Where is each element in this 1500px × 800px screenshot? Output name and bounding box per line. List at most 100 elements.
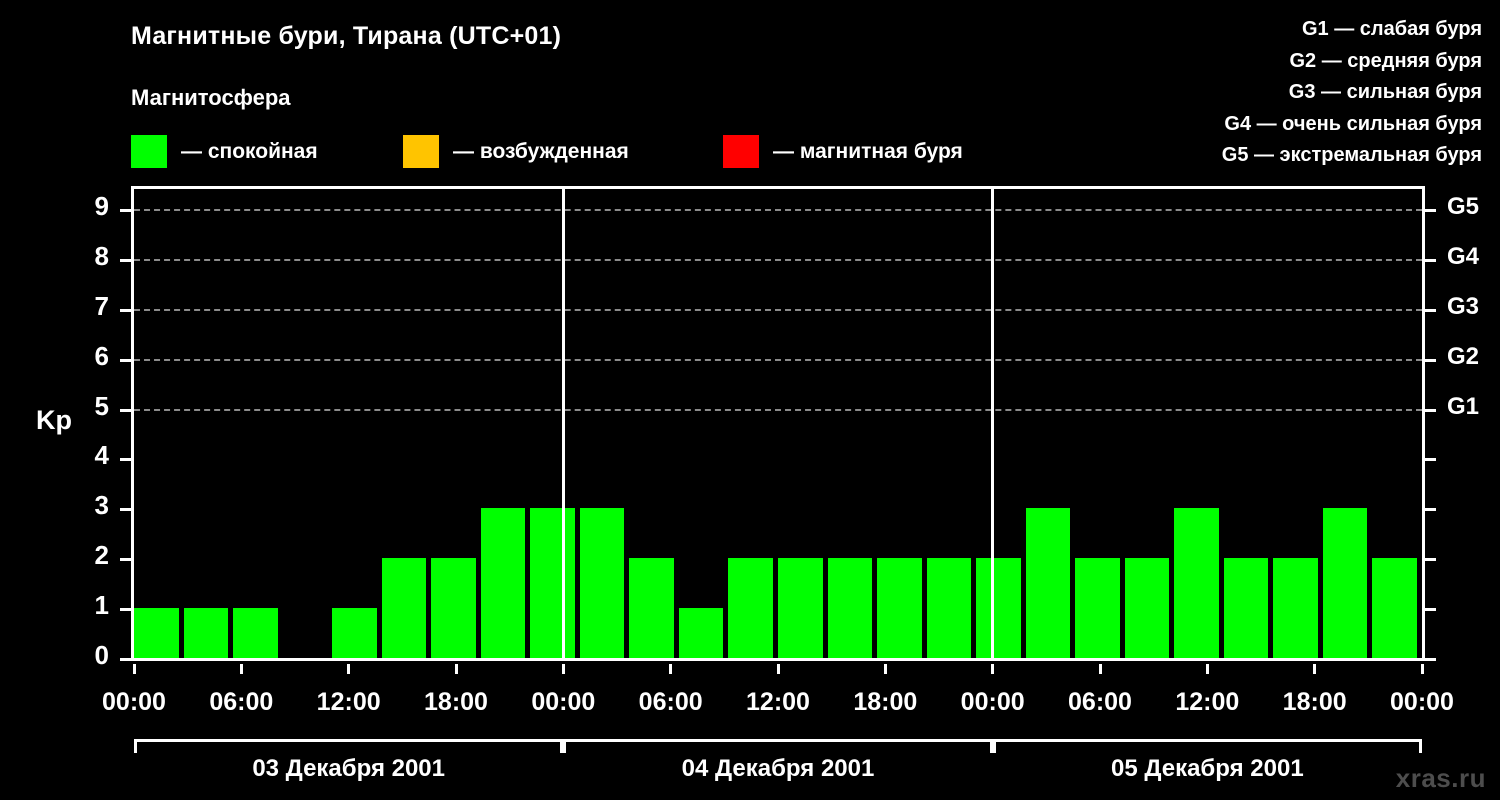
y-axis-tick-label: 5 (94, 390, 109, 421)
bar (827, 558, 873, 658)
x-axis-tick-label: 00:00 (960, 688, 1025, 716)
x-axis-tick-label: 18:00 (1282, 688, 1347, 716)
g-scale-tick-G4: G4 (1447, 242, 1480, 270)
y-tick-left-4 (120, 458, 131, 462)
y-tick-right-0 (1425, 658, 1436, 661)
y-tick-right-5 (1425, 408, 1436, 412)
y-tick-right-6 (1425, 358, 1436, 362)
legend-item-0: — спокойная (131, 133, 318, 169)
y-tick-right-2 (1425, 558, 1436, 562)
x-tick (347, 664, 351, 674)
gscale-line-3: G3 — сильная буря (1288, 81, 1482, 103)
bar (1124, 558, 1170, 658)
bar (877, 558, 922, 658)
x-axis-tick-label: 06:00 (209, 688, 274, 716)
x-tick (1205, 664, 1209, 674)
gridline-kp-9 (134, 208, 1422, 211)
gridline-kp-8 (134, 258, 1422, 261)
y-tick-right-3 (1425, 508, 1436, 512)
x-axis-tick-label: 00:00 (102, 688, 166, 716)
legend-label: — спокойная (181, 139, 318, 163)
gscale-legend: G1 — слабая буря G2 — средняя буря G3 — си… (1222, 14, 1482, 172)
bar (530, 508, 575, 658)
legend-swatch-icon (723, 134, 759, 168)
y-axis-tick-label: 1 (94, 590, 109, 621)
plot-area (131, 186, 1425, 661)
x-axis-tick-label: 18:00 (424, 688, 488, 716)
y-axis-tick-label: 4 (94, 440, 109, 471)
day-bracket-3 (992, 739, 1422, 753)
y-axis-tick-label: 6 (94, 340, 109, 371)
g-scale-tick-G1: G1 (1447, 392, 1480, 420)
day-divider-2 (991, 189, 995, 658)
bar (1174, 508, 1219, 658)
bar (579, 508, 625, 658)
y-tick-left-7 (120, 308, 131, 312)
bar (431, 558, 476, 658)
gridline-kp-5 (134, 408, 1422, 411)
x-tick (132, 664, 136, 674)
bar (1273, 558, 1318, 658)
bar (1025, 508, 1071, 658)
watermark: xras.ru (1395, 763, 1486, 793)
y-axis-tick-label: 2 (94, 540, 109, 571)
bar (1075, 558, 1120, 658)
bar (678, 608, 724, 658)
bar (233, 608, 278, 658)
x-axis-tick-label: 06:00 (638, 688, 703, 716)
x-tick (776, 664, 780, 674)
x-tick (454, 664, 458, 674)
bar (728, 558, 773, 658)
y-tick-left-0 (120, 658, 131, 661)
gridline-kp-6 (134, 358, 1422, 361)
x-tick (883, 664, 887, 674)
bar (778, 558, 823, 658)
y-tick-right-4 (1425, 458, 1436, 462)
legend-item-1: — возбужденная (403, 133, 629, 169)
y-tick-left-3 (120, 508, 131, 512)
bar (926, 558, 972, 658)
bar (1322, 508, 1368, 658)
x-tick (1098, 664, 1102, 674)
x-axis-tick-label: 18:00 (853, 688, 918, 716)
legend-item-2: — магнитная буря (723, 133, 963, 169)
gscale-line-4: G4 — очень сильная буря (1224, 112, 1482, 135)
legend-swatch-icon (131, 134, 167, 168)
y-tick-left-8 (120, 258, 131, 262)
x-tick (239, 664, 243, 674)
bar (332, 608, 377, 658)
g-scale-tick-G5: G5 (1447, 192, 1480, 220)
bar (183, 608, 229, 658)
y-axis-tick-label: 3 (94, 490, 109, 521)
x-tick (1313, 664, 1317, 674)
bar (1223, 558, 1269, 658)
y-axis-tick-label: 9 (94, 190, 109, 221)
legend-swatch-icon (403, 134, 439, 168)
x-axis-tick-label: 06:00 (1068, 688, 1132, 716)
day-caption: 05 Декабря 2001 (1110, 755, 1304, 782)
day-caption: 03 Декабря 2001 (252, 755, 446, 782)
gscale-line-1: G1 — слабая буря (1301, 18, 1482, 40)
x-axis-tick-label: 12:00 (316, 688, 381, 716)
x-tick (669, 664, 673, 674)
y-tick-right-7 (1425, 308, 1436, 312)
y-axis-tick-label: 8 (94, 240, 109, 271)
y-axis-tick-label: 7 (94, 290, 109, 321)
x-tick (1420, 664, 1424, 674)
g-scale-tick-G2: G2 (1447, 342, 1480, 370)
bar (480, 508, 526, 658)
bar (381, 558, 427, 658)
bar (629, 558, 674, 658)
bar (134, 608, 179, 658)
x-axis-tick-label: 00:00 (531, 688, 596, 716)
x-tick (561, 664, 565, 674)
y-tick-right-1 (1425, 608, 1436, 612)
y-tick-right-9 (1425, 208, 1436, 212)
y-tick-right-8 (1425, 258, 1436, 262)
day-bracket-2 (563, 739, 993, 753)
y-tick-left-1 (120, 608, 131, 612)
legend-label: — возбужденная (453, 139, 629, 163)
y-axis-name: Kp (36, 405, 72, 435)
y-tick-left-6 (120, 358, 131, 362)
y-tick-left-9 (120, 208, 131, 212)
